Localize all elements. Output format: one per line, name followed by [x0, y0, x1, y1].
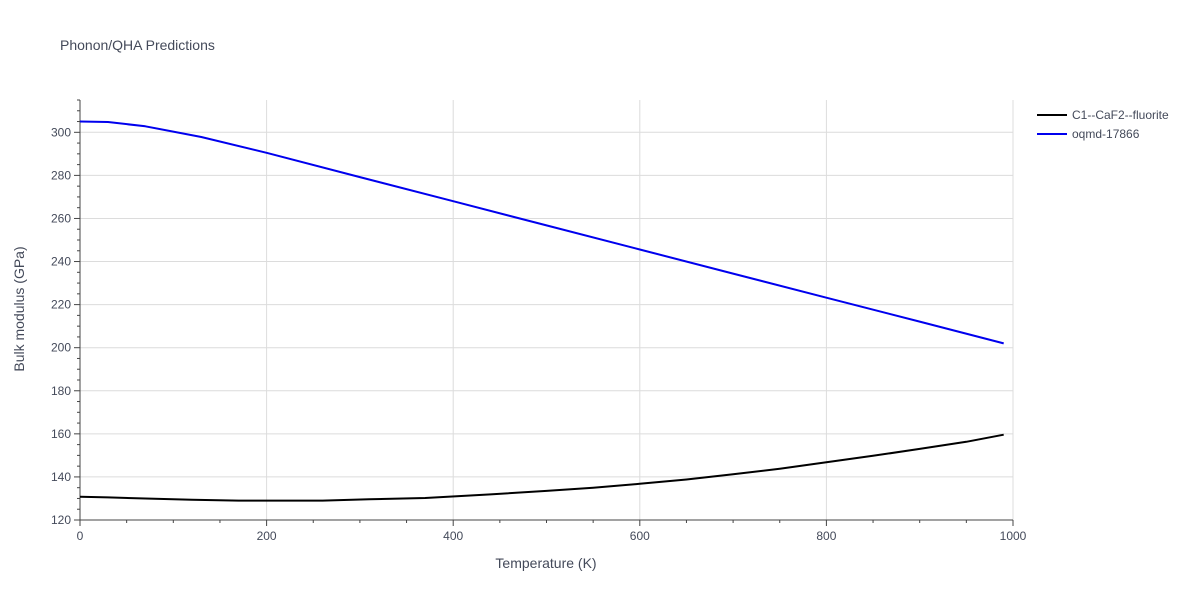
y-tick-label-4: 200: [51, 341, 71, 355]
x-tick-label-5: 1000: [1000, 529, 1027, 543]
y-tick-label-8: 280: [51, 168, 71, 182]
legend[interactable]: C1--CaF2--fluorite oqmd-17866: [1037, 108, 1169, 141]
legend-label-2[interactable]: oqmd-17866: [1072, 127, 1140, 141]
series-line-1: [79, 433, 1004, 502]
axis-layer: 0 200 400 600 800 1000 120 140 160 180 200 220 240 26…: [51, 99, 1027, 543]
series-layer: [79, 120, 1004, 502]
y-tick-label-9: 300: [51, 125, 71, 139]
x-axis-label: Temperature (K): [495, 555, 596, 571]
y-axis-label: Bulk modulus (GPa): [11, 246, 27, 371]
series-line-2: [79, 120, 1004, 345]
y-tick-label-7: 260: [51, 211, 71, 225]
y-tick-label-1: 140: [51, 470, 71, 484]
y-tick-label-5: 220: [51, 298, 71, 312]
x-tick-label-4: 800: [816, 529, 836, 543]
x-tick-label-3: 600: [630, 529, 650, 543]
y-tick-label-0: 120: [51, 513, 71, 527]
x-tick-label-2: 400: [443, 529, 463, 543]
y-tick-label-6: 240: [51, 255, 71, 269]
chart-title: Phonon/QHA Predictions: [60, 37, 215, 53]
x-tick-label-0: 0: [77, 529, 84, 543]
legend-label-1[interactable]: C1--CaF2--fluorite: [1072, 108, 1169, 122]
x-tick-label-1: 200: [257, 529, 277, 543]
y-tick-label-2: 160: [51, 427, 71, 441]
y-tick-label-3: 180: [51, 384, 71, 398]
